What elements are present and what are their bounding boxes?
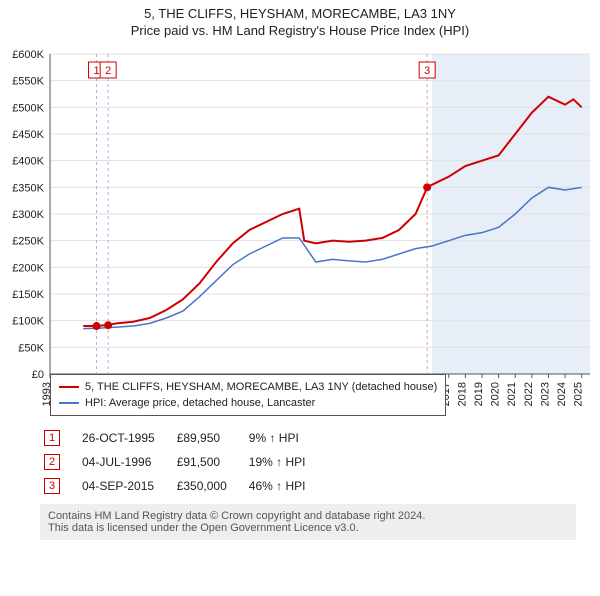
svg-text:£600K: £600K [12,49,44,61]
svg-text:£50K: £50K [18,342,44,354]
sale-date: 04-JUL-1996 [78,450,173,474]
sale-badge: 1 [44,430,60,446]
price-chart: £0 £50K £100K £150K £200K £250K £300K £350K £400… [0,44,600,424]
svg-text:2: 2 [105,65,111,77]
svg-text:1: 1 [93,65,99,77]
page-title: 5, THE CLIFFS, HEYSHAM, MORECAMBE, LA3 1… [0,6,600,21]
svg-text:£500K: £500K [12,102,44,114]
sale-price: £91,500 [173,450,245,474]
table-row: 3 04-SEP-2015£350,00046% ↑ HPI [40,474,323,498]
svg-text:£200K: £200K [12,262,44,274]
svg-text:£350K: £350K [12,182,44,194]
svg-text:2025: 2025 [573,382,585,406]
footer-attribution: Contains HM Land Registry data © Crown c… [40,504,576,540]
svg-text:2024: 2024 [556,382,568,406]
svg-text:2021: 2021 [506,382,518,406]
svg-text:£0: £0 [32,369,44,381]
sale-badge: 3 [44,478,60,494]
svg-text:2022: 2022 [523,382,535,406]
sale-price: £89,950 [173,426,245,450]
table-row: 1 26-OCT-1995£89,9509% ↑ HPI [40,426,323,450]
svg-text:£550K: £550K [12,76,44,88]
legend-label: HPI: Average price, detached house, Lanc… [85,397,315,409]
svg-text:£100K: £100K [12,316,44,328]
svg-text:£450K: £450K [12,129,44,141]
svg-text:2023: 2023 [539,382,551,406]
sales-table: 1 26-OCT-1995£89,9509% ↑ HPI 2 04-JUL-1996£… [40,426,323,498]
sale-price: £350,000 [173,474,245,498]
svg-text:2018: 2018 [456,382,468,406]
legend-swatch [59,402,79,404]
legend-row: HPI: Average price, detached house, Lanc… [59,395,437,411]
svg-text:2019: 2019 [473,382,485,406]
svg-text:3: 3 [424,65,430,77]
table-row: 2 04-JUL-1996£91,50019% ↑ HPI [40,450,323,474]
footer-line: Contains HM Land Registry data © Crown c… [48,510,568,522]
svg-text:£150K: £150K [12,289,44,301]
svg-text:£400K: £400K [12,156,44,168]
legend-label: 5, THE CLIFFS, HEYSHAM, MORECAMBE, LA3 1… [85,381,437,393]
svg-text:£250K: £250K [12,236,44,248]
sale-pct: 9% ↑ HPI [245,426,324,450]
svg-text:£300K: £300K [12,209,44,221]
sale-date: 26-OCT-1995 [78,426,173,450]
sale-date: 04-SEP-2015 [78,474,173,498]
legend-swatch [59,386,79,388]
chart-legend: 5, THE CLIFFS, HEYSHAM, MORECAMBE, LA3 1… [50,374,446,416]
footer-line: This data is licensed under the Open Gov… [48,522,568,534]
svg-text:2020: 2020 [490,382,502,406]
sale-badge: 2 [44,454,60,470]
page-subtitle: Price paid vs. HM Land Registry's House … [0,23,600,38]
legend-row: 5, THE CLIFFS, HEYSHAM, MORECAMBE, LA3 1… [59,379,437,395]
sale-pct: 19% ↑ HPI [245,450,324,474]
sale-pct: 46% ↑ HPI [245,474,324,498]
chart-svg: £0 £50K £100K £150K £200K £250K £300K £350K £400… [0,44,600,424]
